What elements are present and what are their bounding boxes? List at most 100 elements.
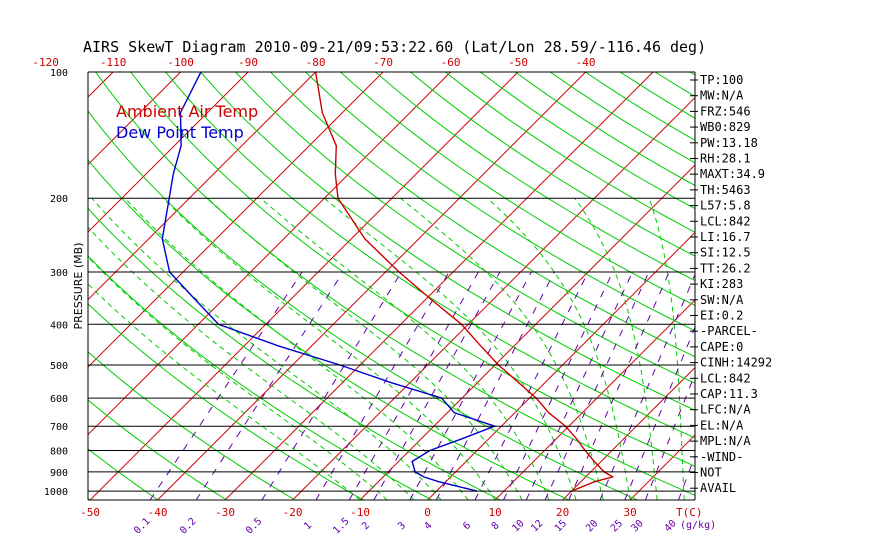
stability-index-item: -PARCEL- [700, 324, 758, 338]
isotherm-line [359, 164, 695, 500]
dry-adiabat-line [88, 448, 159, 500]
top-temp-tick-label: -110 [100, 56, 127, 69]
mixing-ratio-line [435, 271, 555, 500]
pressure-tick-label: 500 [50, 361, 68, 372]
legend-ambient-air-temp: Ambient Air Temp [116, 102, 258, 121]
stability-index-item: CINH:14292 [700, 356, 772, 370]
stability-index-item: SW:N/A [700, 293, 744, 307]
mixing-ratio-line [409, 271, 532, 500]
bottom-temp-tick-label: -50 [80, 506, 100, 519]
mixing-ratio-tick-label: 25 [609, 518, 625, 534]
moist-adiabat-line [574, 197, 658, 500]
isotherm-line [157, 72, 586, 500]
chart-title: AIRS SkewT Diagram 2010-09-21/09:53:22.6… [83, 38, 706, 56]
stability-index-item: EL:N/A [700, 418, 744, 432]
mixing-ratio-tick-label: 1 [302, 520, 314, 532]
mixing-ratio-line [644, 372, 695, 500]
legend: Ambient Air Temp Dew Point Temp [116, 102, 258, 142]
mixing-ratio-tick-label: 1.5 [331, 516, 352, 537]
mixing-ratio-tick-label: 4 [423, 520, 435, 532]
mixing-ratio-line [149, 271, 303, 500]
mixing-ratio-unit-label: (g/kg) [680, 520, 716, 531]
isotherm-line [0, 72, 46, 500]
pressure-tick-label: 100 [50, 68, 68, 79]
bottom-temp-tick-label: 20 [556, 506, 569, 519]
stability-index-item: CAP:11.3 [700, 387, 758, 401]
bottom-temp-tick-label: 0 [424, 506, 431, 519]
bottom-temp-tick-label: -10 [350, 506, 370, 519]
stability-index-item: NOT [700, 466, 722, 480]
pressure-tick-label: 1000 [44, 487, 68, 498]
isotherm-line [292, 96, 695, 500]
mixing-ratio-tick-label: 0.5 [244, 516, 265, 537]
stability-index-item: -WIND- [700, 450, 743, 464]
mixing-ratio-line [503, 271, 614, 500]
dry-adiabat-line [88, 255, 433, 500]
mixing-ratio-tick-label: 2 [360, 520, 372, 532]
pressure-tick-label: 900 [50, 468, 68, 479]
isotherm-line [833, 72, 870, 500]
isotherm-line [765, 72, 870, 500]
background-grid [0, 72, 870, 500]
mixing-ratio-line [474, 271, 589, 500]
moist-adiabat-line [207, 197, 523, 500]
pressure-tick-label: 200 [50, 194, 68, 205]
mixing-ratio-line [568, 271, 670, 500]
bottom-temp-tick-label: -20 [283, 506, 303, 519]
pressure-tick-label: 700 [50, 422, 68, 433]
dry-adiabat-line [410, 72, 695, 257]
stability-index-item: LCL:842 [700, 214, 751, 228]
mixing-ratio-tick-label: 40 [663, 518, 679, 534]
stability-index-item: RH:28.1 [700, 152, 751, 166]
dry-adiabat-line [88, 110, 638, 500]
isotherm-line [88, 72, 114, 98]
mixing-ratio-line [525, 271, 633, 500]
dry-adiabat-line [270, 72, 695, 358]
dry-adiabat-line [305, 72, 695, 332]
y-axis-label: PRESSURE (MB) [72, 243, 85, 330]
moist-adiabat-line [487, 197, 631, 500]
pressure-tick-label: 800 [50, 447, 68, 458]
isotherm-line [88, 72, 384, 368]
pressure-tick-label: 400 [50, 320, 68, 331]
isotherm-line [562, 366, 695, 500]
mixing-ratio-line [261, 271, 402, 500]
isotherm-line [88, 72, 249, 233]
mixing-ratio-line [624, 325, 695, 500]
isotherm-line [89, 72, 519, 500]
dew-point-temp-line [161, 72, 497, 492]
top-temp-tick-label: -40 [576, 56, 596, 69]
mixing-ratio-tick-label: 20 [584, 518, 600, 534]
stability-index-item: CAPE:0 [700, 340, 743, 354]
mixing-ratio-line [544, 271, 650, 500]
dry-adiabat-line [480, 72, 695, 210]
stability-index-item: WB0:829 [700, 120, 751, 134]
stability-index-item: L57:5.8 [700, 199, 751, 213]
stability-index-item: PW:13.18 [700, 136, 758, 150]
stability-index-item: TT:26.2 [700, 261, 751, 275]
top-temp-tick-label: -80 [306, 56, 326, 69]
bottom-temp-tick-label: -30 [215, 506, 235, 519]
isotherm-line [88, 72, 451, 436]
stability-index-item: FRZ:546 [700, 104, 751, 118]
dry-adiabat-line [95, 72, 695, 496]
mixing-ratio-tick-label: 8 [490, 520, 502, 532]
moist-adiabat-line [88, 283, 361, 500]
dry-adiabat-line [88, 159, 570, 500]
bottom-temp-tick-label: -40 [148, 506, 168, 519]
dry-adiabat-line [88, 303, 364, 500]
legend-dew-point-temp: Dew Point Temp [116, 123, 244, 142]
bottom-temp-tick-label: 10 [488, 506, 501, 519]
top-temp-tick-label: -60 [441, 56, 461, 69]
stability-index-item: LI:16.7 [700, 230, 751, 244]
stability-index-item: TP:100 [700, 73, 743, 87]
mixing-ratio-tick-label: 0.1 [132, 516, 153, 537]
isotherm-line [88, 72, 181, 166]
mixing-ratio-tick-label: 10 [510, 518, 526, 534]
moist-adiabat-line [400, 197, 604, 500]
isotherm-line [88, 72, 316, 301]
moist-adiabat-line [88, 226, 415, 500]
moist-adiabat-line [323, 197, 577, 500]
mixing-ratio-tick-label: 30 [629, 518, 645, 534]
